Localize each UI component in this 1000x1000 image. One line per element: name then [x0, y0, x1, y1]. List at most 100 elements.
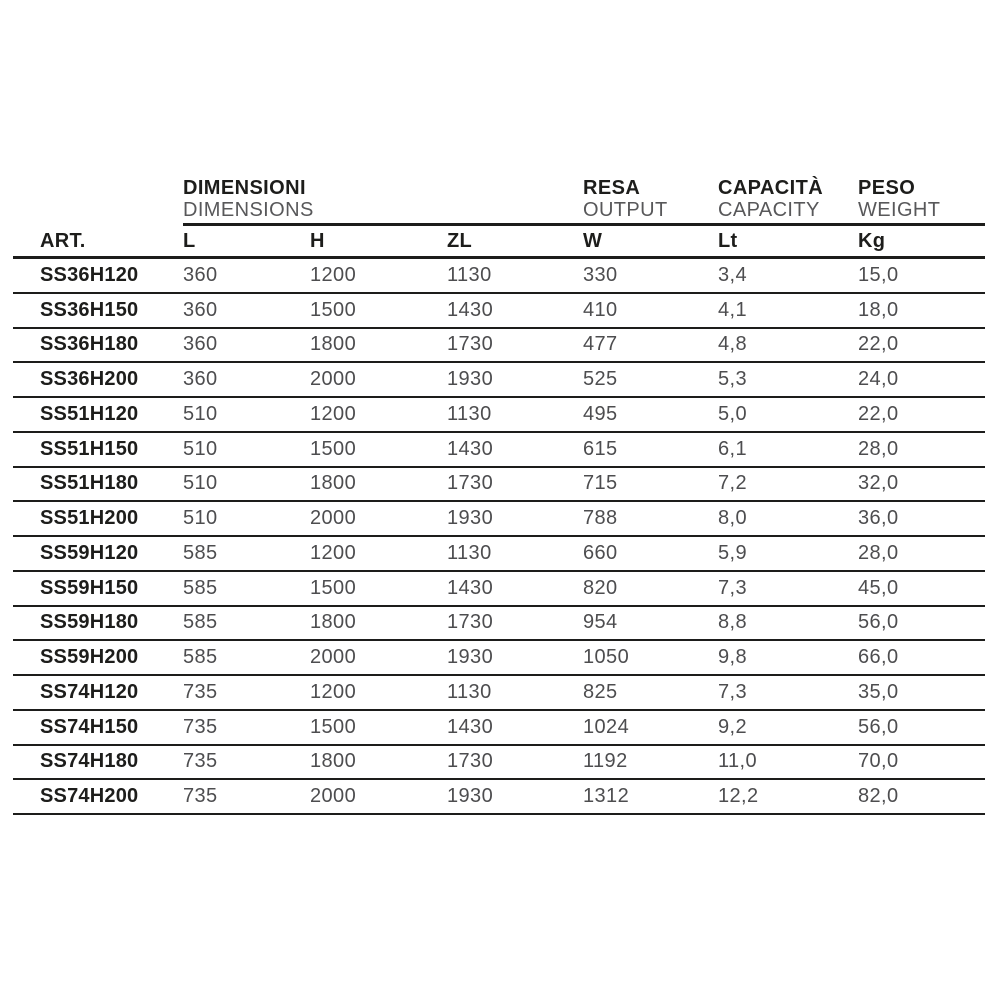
cell-zl: 1930: [447, 507, 494, 530]
cell-zl: 1430: [447, 576, 494, 599]
table-row: SS59H200 585 2000 1930 1050 9,8 66,0: [13, 641, 985, 676]
cell-w: 495: [583, 402, 618, 425]
cell-zl: 1430: [447, 437, 494, 460]
cell-lt: 3,4: [718, 263, 748, 286]
table-row: SS36H150 360 1500 1430 410 4,1 18,0: [13, 294, 985, 329]
cell-h: 1500: [310, 298, 357, 321]
cell-h: 1200: [310, 402, 357, 425]
cell-w: 1024: [583, 715, 630, 738]
cell-zl: 1930: [447, 785, 494, 808]
cell-lt: 12,2: [718, 785, 759, 808]
cell-w: 477: [583, 333, 618, 356]
cell-zl: 1130: [447, 541, 492, 564]
cell-zl: 1130: [447, 263, 492, 286]
group-capacity: CAPACITÀ CAPACITY: [718, 177, 858, 223]
cell-art: SS36H200: [40, 368, 139, 391]
cell-kg: 82,0: [858, 785, 899, 808]
cell-art: SS36H180: [40, 333, 139, 356]
cell-w: 1050: [583, 646, 630, 669]
column-header-h: H: [310, 229, 325, 252]
cell-l: 360: [183, 368, 218, 391]
cell-h: 2000: [310, 785, 357, 808]
cell-l: 585: [183, 611, 218, 634]
cell-art: SS59H200: [40, 646, 139, 669]
table-row: SS74H180 735 1800 1730 1192 11,0 70,0: [13, 746, 985, 781]
cell-kg: 35,0: [858, 680, 899, 703]
cell-kg: 28,0: [858, 541, 899, 564]
cell-lt: 9,2: [718, 715, 748, 738]
table-body: SS36H120 360 1200 1130 330 3,4 15,0 SS36H150 360…: [13, 259, 985, 815]
cell-w: 825: [583, 680, 618, 703]
cell-art: SS51H180: [40, 472, 139, 495]
table-row: SS36H120 360 1200 1130 330 3,4 15,0: [13, 259, 985, 294]
cell-w: 954: [583, 611, 618, 634]
cell-zl: 1730: [447, 750, 494, 773]
group-dimensions: DIMENSIONI DIMENSIONS: [183, 177, 583, 223]
cell-kg: 32,0: [858, 472, 899, 495]
cell-kg: 18,0: [858, 298, 899, 321]
cell-l: 735: [183, 680, 218, 703]
cell-kg: 22,0: [858, 402, 899, 425]
column-header-art: ART.: [40, 229, 86, 252]
cell-art: SS74H120: [40, 680, 139, 703]
cell-w: 660: [583, 541, 618, 564]
cell-zl: 1730: [447, 333, 494, 356]
column-header-kg: Kg: [858, 229, 886, 252]
column-header-row: ART. L H ZL W Lt Kg: [13, 226, 985, 259]
cell-lt: 4,8: [718, 333, 748, 356]
column-header-w: W: [583, 229, 603, 252]
cell-lt: 8,8: [718, 611, 748, 634]
cell-kg: 36,0: [858, 507, 899, 530]
group-output: RESA OUTPUT: [583, 177, 718, 223]
cell-art: SS59H150: [40, 576, 139, 599]
cell-h: 2000: [310, 368, 357, 391]
cell-kg: 24,0: [858, 368, 899, 391]
spec-table: DIMENSIONI DIMENSIONS RESA OUTPUT CAPACI…: [13, 172, 985, 815]
group-title-dimensioni: DIMENSIONI: [183, 177, 306, 199]
cell-art: SS51H200: [40, 507, 139, 530]
table-row: SS51H120 510 1200 1130 495 5,0 22,0: [13, 398, 985, 433]
cell-kg: 45,0: [858, 576, 899, 599]
cell-art: SS36H150: [40, 298, 139, 321]
column-header-l: L: [183, 229, 196, 252]
group-subtitle-dimensions: DIMENSIONS: [183, 199, 314, 221]
cell-l: 585: [183, 541, 218, 564]
cell-l: 360: [183, 298, 218, 321]
cell-w: 410: [583, 298, 618, 321]
cell-kg: 70,0: [858, 750, 899, 773]
column-header-zl: ZL: [447, 229, 473, 252]
cell-zl: 1430: [447, 715, 494, 738]
cell-h: 1500: [310, 576, 357, 599]
cell-zl: 1130: [447, 680, 492, 703]
cell-lt: 4,1: [718, 298, 748, 321]
cell-art: SS59H180: [40, 611, 139, 634]
cell-l: 510: [183, 437, 218, 460]
cell-l: 510: [183, 507, 218, 530]
cell-lt: 11,0: [718, 750, 758, 773]
cell-h: 1800: [310, 611, 357, 634]
cell-w: 1192: [583, 750, 628, 773]
cell-l: 360: [183, 263, 218, 286]
cell-zl: 1930: [447, 368, 494, 391]
cell-h: 1500: [310, 437, 357, 460]
cell-lt: 7,3: [718, 576, 748, 599]
cell-l: 585: [183, 646, 218, 669]
cell-w: 715: [583, 472, 618, 495]
cell-lt: 7,2: [718, 472, 748, 495]
cell-zl: 1730: [447, 611, 494, 634]
cell-l: 510: [183, 402, 218, 425]
cell-kg: 66,0: [858, 646, 899, 669]
table-row: SS36H180 360 1800 1730 477 4,8 22,0: [13, 329, 985, 364]
cell-l: 735: [183, 785, 218, 808]
column-header-lt: Lt: [718, 229, 738, 252]
cell-art: SS51H150: [40, 437, 139, 460]
cell-kg: 56,0: [858, 715, 899, 738]
cell-l: 585: [183, 576, 218, 599]
group-subtitle-capacity: CAPACITY: [718, 199, 820, 221]
cell-art: SS51H120: [40, 402, 139, 425]
cell-h: 2000: [310, 507, 357, 530]
cell-h: 1800: [310, 333, 357, 356]
table-row: SS51H200 510 2000 1930 788 8,0 36,0: [13, 502, 985, 537]
group-header-rule: [183, 223, 985, 226]
